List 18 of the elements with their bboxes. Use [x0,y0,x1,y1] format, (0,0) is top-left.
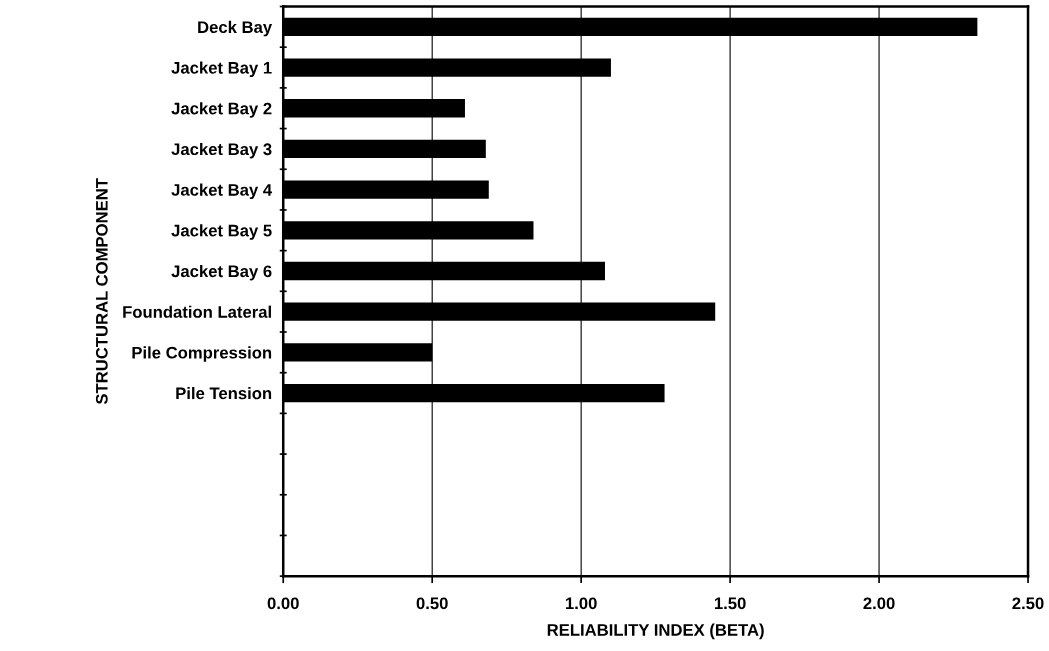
x-tick-label: 2.00 [863,597,895,610]
y-tick-label: Jacket Bay 3 [171,142,272,159]
x-tick-label: 0.00 [267,597,299,610]
x-tick-label: 1.00 [565,597,597,610]
x-axis-title: RELIABILITY INDEX (BETA) [547,623,764,640]
x-tick-label: 0.50 [416,597,448,610]
y-tick-label: Jacket Bay 5 [171,224,272,240]
y-axis-title: STRUCTURAL COMPONENT [95,178,108,405]
x-tick-label: 2.50 [1012,597,1044,610]
y-tick-label: Foundation Lateral [123,305,271,318]
y-tick-label: Jacket Bay 1 [171,61,272,78]
x-tick-label: 1.50 [714,597,746,610]
y-tick-label: Pile Compression [132,346,272,362]
y-tick-label: Jacket Bay 2 [171,102,272,118]
y-tick-label: Pile Tension [176,387,272,400]
y-tick-label: Deck Bay [198,20,273,37]
y-tick-label: Jacket Bay 4 [171,183,273,200]
y-tick-label: Jacket Bay 6 [171,264,272,281]
